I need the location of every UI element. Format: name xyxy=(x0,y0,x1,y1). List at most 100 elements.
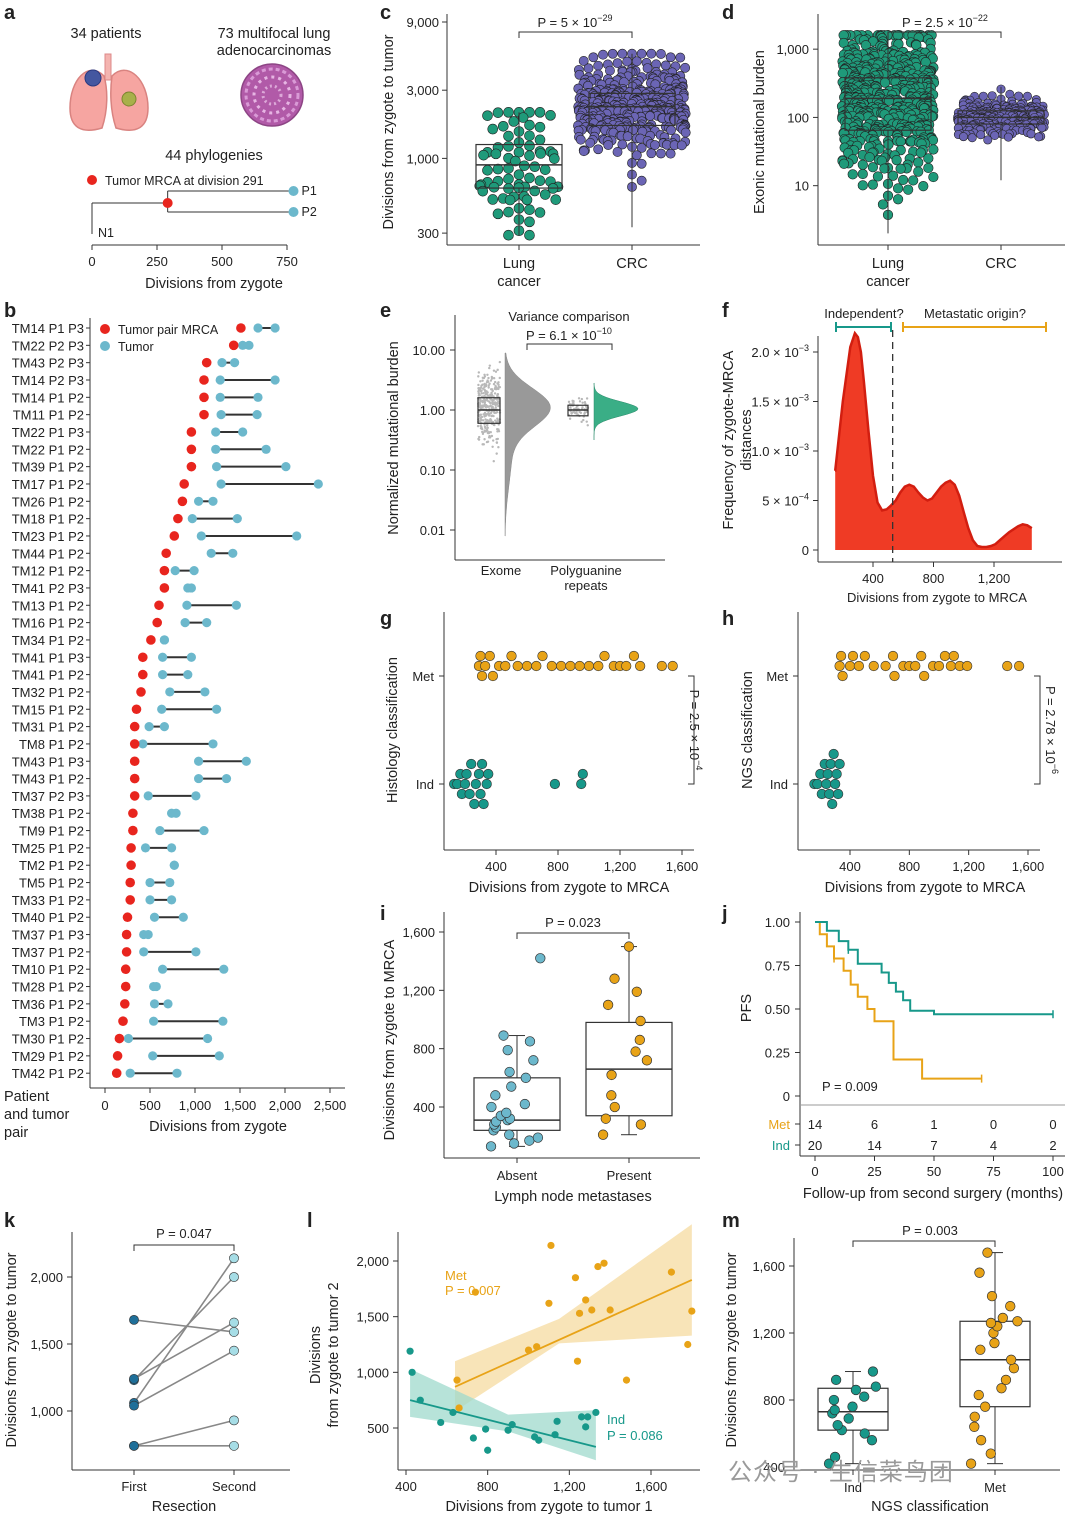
panel-c-y-tick-label: 300 xyxy=(417,226,439,241)
panel-e-point xyxy=(496,437,500,441)
panel-e-point xyxy=(483,388,486,391)
panel-b-tumor-dot xyxy=(167,895,177,905)
panel-b-pair-label: TM18 P1 P2 xyxy=(12,512,84,527)
panel-c-point xyxy=(490,148,502,160)
panel-l-label: l xyxy=(307,1210,313,1232)
panel-e-point xyxy=(485,428,489,431)
panel-l-y-tick-label: 1,000 xyxy=(356,1365,389,1380)
panel-g-point xyxy=(481,778,492,790)
panel-b-tumor-dot xyxy=(140,843,151,853)
panel-e-point xyxy=(585,410,588,414)
panel-j-x-tick-label: 100 xyxy=(1042,1164,1064,1179)
panel-d-point xyxy=(987,91,997,101)
panel-m-point xyxy=(1000,1374,1012,1386)
panel-m-point xyxy=(985,1448,996,1459)
panel-e-point xyxy=(583,412,586,416)
panel-e-point xyxy=(498,376,501,380)
panel-c-point xyxy=(649,140,660,150)
panel-e-point xyxy=(497,383,500,387)
panel-b-pair-label: TM23 P1 P2 xyxy=(12,529,84,544)
panel-f-ylabel-1: Frequency of zygote-MRCA xyxy=(721,350,737,529)
panel-g-point xyxy=(583,660,595,672)
panel-d-point xyxy=(928,144,939,155)
panel-l-met-point xyxy=(573,1357,582,1365)
panel-a-label: a xyxy=(4,2,16,24)
panel-e-point xyxy=(484,405,488,409)
panel-e-point xyxy=(486,431,489,435)
panel-g-point xyxy=(635,660,646,672)
panel-m-point xyxy=(1005,1301,1016,1312)
panel-b-tumor-dot xyxy=(165,687,175,697)
panel-b-tumor-dot xyxy=(196,531,206,541)
panel-b-tumor-dot xyxy=(123,1033,133,1044)
panel-b-tumor-dot xyxy=(313,479,323,489)
panel-a-x-tick-label: 750 xyxy=(276,254,298,269)
panel-l-met-point xyxy=(545,1299,553,1307)
panel-c-point xyxy=(524,229,535,241)
panel-h-point xyxy=(834,758,845,770)
panel-e-point xyxy=(494,370,498,373)
panel-l-met-point xyxy=(453,1376,461,1384)
panel-l-x-tick-label: 1,200 xyxy=(553,1479,586,1494)
panel-c-point xyxy=(539,164,551,175)
panel-c-point xyxy=(529,161,541,173)
panel-i-point xyxy=(623,941,635,952)
panel-c-point xyxy=(510,155,521,167)
panel-l-ind-point xyxy=(577,1413,586,1421)
panel-c-point xyxy=(636,175,647,186)
panel-m-point xyxy=(997,1312,1008,1324)
panel-b-mrca-dot xyxy=(129,756,140,767)
panel-b-ylabel-3: pair xyxy=(4,1125,28,1141)
panel-f: f Frequency of zygote-MRCA distances 0 5 … xyxy=(721,300,1062,605)
panel-c-point xyxy=(487,194,499,205)
panel-b-tumor-dot xyxy=(203,1033,213,1044)
panel-b-pair-label: TM25 P1 P2 xyxy=(12,841,84,856)
panel-e-point xyxy=(490,393,494,396)
panel-k-y-tick-label: 1,500 xyxy=(30,1337,63,1352)
panel-e-point xyxy=(489,388,493,391)
panel-e-point xyxy=(483,425,487,429)
panel-l-ind-point xyxy=(406,1347,414,1355)
panel-j-xlabel: Follow-up from second surgery (months) xyxy=(803,1186,1063,1202)
panel-c-ylabel: Divisions from zygote to tumor xyxy=(381,34,397,229)
panel-b-pair-label: TM34 P1 P2 xyxy=(12,633,84,648)
panel-f-x-tick-label: 1,200 xyxy=(978,571,1011,586)
panel-b-mrca-dot xyxy=(199,409,209,420)
panel-l-ind-point xyxy=(449,1408,457,1417)
panel-b-tumor-dot xyxy=(180,618,190,628)
panel-b-tumor-dot xyxy=(253,392,263,402)
panel-b-mrca-dot xyxy=(126,843,136,853)
panel-l-met-point xyxy=(606,1306,614,1314)
panel-b-pair-label: TM37 P1 P2 xyxy=(12,945,84,960)
panel-g-label: g xyxy=(380,608,392,630)
panel-g-point xyxy=(512,660,523,672)
panel-h-x-tick-label: 800 xyxy=(898,859,920,874)
panel-g-x-tick-label: 800 xyxy=(547,859,569,874)
panel-k-xlabel: Resection xyxy=(152,1499,216,1515)
panel-h-point xyxy=(812,778,823,790)
panel-g-pvalue: P = 2.5 × 10−4 xyxy=(687,690,704,771)
panel-e-point xyxy=(484,403,488,407)
panel-b-tumor-dot xyxy=(157,704,167,714)
panel-i-point xyxy=(631,986,642,997)
panel-m-point xyxy=(832,1419,843,1431)
panel-k-pair-line xyxy=(133,1276,235,1381)
panel-e-point xyxy=(488,364,492,367)
panel-m-point xyxy=(859,1428,870,1439)
panel-f-x-tick-label: 800 xyxy=(923,571,945,586)
panel-l-ind-point xyxy=(504,1426,512,1434)
panel-m-category-label: Met xyxy=(984,1480,1006,1495)
panel-b-tumor-dot xyxy=(244,340,254,350)
panel-c-point xyxy=(676,140,687,151)
panel-b-pair-label: TM12 P1 P2 xyxy=(12,564,84,579)
panel-l-ind-point xyxy=(437,1418,445,1427)
panel-c-point xyxy=(622,131,633,142)
panel-k-second-point xyxy=(229,1253,239,1264)
panel-l-ind-point xyxy=(582,1423,590,1431)
panel-e-point xyxy=(483,382,486,386)
panel-l-ylabel-1: Divisions xyxy=(308,1326,324,1384)
panel-e-y-tick-label: 0.10 xyxy=(420,463,445,478)
panel-b-ylabel-1: Patient xyxy=(4,1089,49,1105)
panel-h-x-tick-label: 1,200 xyxy=(952,859,985,874)
panel-k-second-point xyxy=(229,1440,239,1451)
